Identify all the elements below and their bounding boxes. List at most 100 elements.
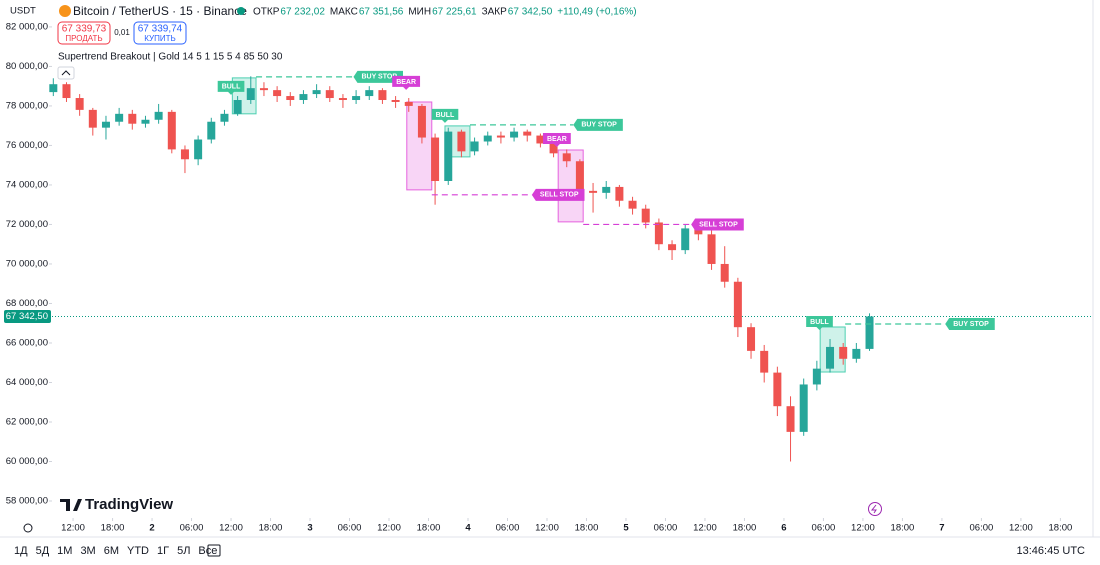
buy-button[interactable] xyxy=(133,21,187,45)
y-tick-label: 74 000,00 xyxy=(6,179,48,190)
range-button[interactable]: 1М xyxy=(57,545,72,557)
range-button[interactable]: YTD xyxy=(127,545,149,557)
candle-body xyxy=(141,119,150,124)
ohlc-value: 67 225,61 xyxy=(432,7,477,18)
candle-body xyxy=(549,143,558,154)
stop-label: SELL STOP xyxy=(540,192,579,199)
range-button[interactable]: 1Д xyxy=(14,545,28,557)
signal-label: BULL xyxy=(222,84,241,91)
buy-label[interactable]: КУПИТЬ xyxy=(144,34,175,43)
y-tick-label: 66 000,00 xyxy=(6,337,48,348)
sell-label[interactable]: ПРОДАТЬ xyxy=(65,34,102,43)
ohlc-label: ЗАКР xyxy=(482,7,508,18)
sell-price[interactable]: 67 339,73 xyxy=(62,24,107,35)
range-button[interactable]: 6М xyxy=(104,545,119,557)
candle-body xyxy=(602,186,611,193)
ohlc-label: МАКС xyxy=(330,7,358,18)
x-tick-label: 18:00 xyxy=(575,523,599,534)
candle-body xyxy=(273,90,282,97)
spread: 0,01 xyxy=(114,28,130,37)
collapse-icon[interactable] xyxy=(61,70,71,76)
sell-button[interactable] xyxy=(57,21,111,45)
candle-body xyxy=(733,281,742,328)
price-change: +110,49 (+0,16%) xyxy=(557,7,636,18)
y-tick-label: 60 000,00 xyxy=(6,456,48,467)
stop-tag-bg xyxy=(691,218,744,231)
x-tick-label: 12:00 xyxy=(535,523,559,534)
candle-body xyxy=(101,121,110,128)
range-button[interactable]: 1Г xyxy=(157,545,169,557)
alert-bolt[interactable] xyxy=(870,504,877,514)
x-tick-label: 18:00 xyxy=(891,523,915,534)
candle-body xyxy=(628,200,637,209)
candle-body xyxy=(207,121,216,140)
candle-body xyxy=(457,131,466,152)
candle-body xyxy=(799,384,808,432)
candle-body xyxy=(325,90,334,99)
calendar-icon[interactable] xyxy=(207,544,221,557)
stop-tag-bg xyxy=(945,318,995,331)
signal-tag-bg xyxy=(806,315,833,330)
candle-body xyxy=(523,131,532,136)
ohlc-value: 67 232,02 xyxy=(280,7,325,18)
candle-body xyxy=(88,109,97,128)
candle-body xyxy=(167,111,176,150)
x-tick-label: 3 xyxy=(307,523,312,534)
candle-body xyxy=(312,90,321,95)
x-tick-label: 18:00 xyxy=(417,523,441,534)
signal-tag: BULL xyxy=(217,80,245,95)
candle-body xyxy=(694,228,703,235)
stop-tag-bg xyxy=(531,188,585,201)
stop-label: SELL STOP xyxy=(699,221,738,228)
x-tick-label: 12:00 xyxy=(851,523,875,534)
range-button[interactable]: 5Л xyxy=(177,545,190,557)
symbol-title: Bitcoin / TetherUS · 15 · Binance xyxy=(73,4,247,18)
signal-tag-bg xyxy=(392,75,421,90)
signal-tag-bg xyxy=(431,108,459,123)
candle-body xyxy=(812,368,821,385)
ohlc-label: ОТКР xyxy=(253,7,280,18)
candle-body xyxy=(575,161,584,191)
y-tick-label: 78 000,00 xyxy=(6,100,48,111)
alert-icon[interactable] xyxy=(868,502,882,516)
candle-body xyxy=(365,90,374,97)
candle-body xyxy=(470,141,479,152)
x-tick-label: 12:00 xyxy=(377,523,401,534)
stop-label: BUY STOP xyxy=(361,74,397,81)
x-tick-label: 06:00 xyxy=(812,523,836,534)
collapse-button[interactable] xyxy=(57,66,75,80)
signal-tag: BEAR xyxy=(392,75,421,90)
candle-body xyxy=(404,101,413,106)
stop-tag: BUY STOP xyxy=(573,118,623,131)
stop-tag-bg xyxy=(573,118,623,131)
candle-body xyxy=(49,84,58,93)
candle-body xyxy=(496,135,505,138)
candle-body xyxy=(431,137,440,181)
candle-body xyxy=(259,88,268,91)
candle-body xyxy=(668,244,677,251)
candle-body xyxy=(786,406,795,432)
candle-body xyxy=(62,84,71,99)
x-tick-label: 06:00 xyxy=(338,523,362,534)
range-button[interactable]: 3М xyxy=(80,545,95,557)
candle-body xyxy=(536,135,545,144)
candle-body xyxy=(562,153,571,162)
y-tick-label: 76 000,00 xyxy=(6,140,48,151)
candle-body xyxy=(641,208,650,223)
candle-body xyxy=(220,113,229,122)
buy-price[interactable]: 67 339,74 xyxy=(138,24,183,35)
candle-body xyxy=(352,96,361,101)
candle-body xyxy=(720,263,729,282)
range-button[interactable]: 5Д xyxy=(36,545,50,557)
x-tick-label: 12:00 xyxy=(219,523,243,534)
stop-label: BUY STOP xyxy=(581,122,617,129)
candle-body xyxy=(483,135,492,142)
stop-tag: SELL STOP xyxy=(531,188,585,201)
candle-body xyxy=(826,346,835,369)
settings-icon[interactable] xyxy=(23,523,33,533)
candle-body xyxy=(707,234,716,264)
last-price-tag xyxy=(4,309,51,323)
logo-text: TradingView xyxy=(85,496,173,513)
y-tick-label: 68 000,00 xyxy=(6,298,48,309)
